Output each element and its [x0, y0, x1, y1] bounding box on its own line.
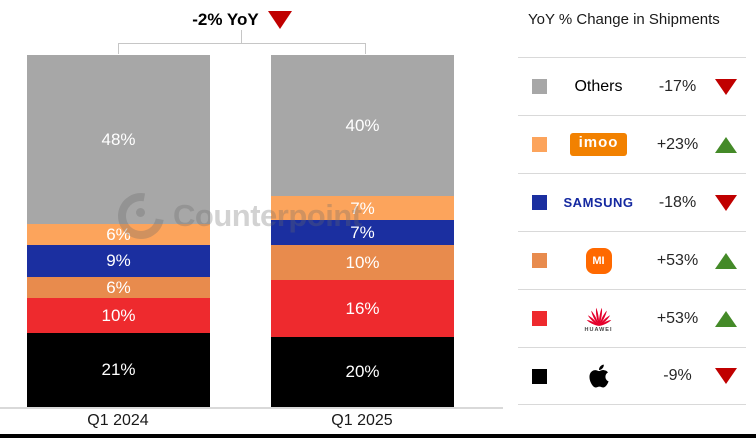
samsung-swatch [532, 195, 547, 210]
bar-segment-xiaomi: 6% [27, 276, 210, 298]
chart-title: -2% YoY [118, 10, 366, 30]
x-axis-label-q1-2024: Q1 2024 [87, 412, 149, 429]
samsung-logo: SAMSUNG [563, 195, 634, 210]
xiaomi-change-value: +53% [656, 251, 699, 269]
imoo-change-value: +23% [656, 135, 699, 153]
bracket-line [118, 43, 366, 44]
bracket-line [241, 30, 242, 43]
counterpoint-logo-dot [136, 208, 145, 217]
segment-value-label: 21% [101, 360, 136, 380]
segment-value-label: 9% [106, 251, 131, 271]
others-swatch [532, 79, 547, 94]
bar-segment-huawei: 16% [271, 280, 454, 337]
legend-row-xiaomi: MI +53% [518, 231, 746, 289]
others-change-value: -17% [658, 77, 697, 95]
segment-value-label: 10% [101, 305, 136, 325]
bracket-line [118, 43, 119, 54]
up-triangle-icon [714, 252, 737, 269]
legend-row-imoo: imoo +23% [518, 115, 746, 173]
bar-segment-imoo: 6% [27, 223, 210, 246]
segment-value-label: 10% [345, 253, 380, 273]
bar-segment-samsung: 9% [27, 245, 210, 277]
bar-segment-imoo: 7% [271, 195, 454, 221]
segment-value-label: 16% [345, 298, 380, 318]
figure-bottom-border [0, 434, 756, 438]
xiaomi-swatch [532, 253, 547, 268]
apple-swatch [532, 368, 547, 384]
legend-panel: YoY % Change in Shipments Others -17% im… [518, 0, 746, 405]
legend-row-huawei: HUAWEI +53% [518, 289, 746, 347]
down-triangle-icon [714, 194, 737, 211]
bar-segment-others: 48% [27, 55, 210, 224]
x-axis-label-q1-2025: Q1 2025 [331, 412, 393, 429]
huawei-caption: HUAWEI [584, 327, 613, 333]
segment-value-label: 6% [106, 277, 131, 297]
bar-segment-apple: 20% [271, 336, 454, 407]
stacked-bar-q1-2024: 48% 6% 9% 6% 10% 21% [27, 55, 210, 407]
up-triangle-icon [714, 136, 737, 153]
down-triangle-icon [714, 368, 737, 384]
bar-segment-xiaomi: 10% [271, 245, 454, 281]
imoo-logo: imoo [569, 133, 628, 156]
down-triangle-icon [714, 78, 737, 95]
segment-value-label: 6% [106, 225, 131, 244]
apple-logo [588, 364, 609, 388]
others-label: Others [574, 77, 623, 95]
xiaomi-logo: MI [585, 247, 612, 274]
legend-rows: Others -17% imoo +23% SAMSUNG -18% MI +5… [518, 57, 746, 405]
legend-row-others: Others -17% [518, 57, 746, 115]
bar-segment-samsung: 7% [271, 220, 454, 246]
huawei-logo: HUAWEI [584, 304, 614, 333]
segment-value-label: 20% [345, 362, 380, 382]
legend-row-samsung: SAMSUNG -18% [518, 173, 746, 231]
imoo-swatch [532, 137, 547, 152]
segment-value-label: 7% [350, 223, 375, 243]
segment-value-label: 40% [345, 115, 380, 135]
segment-value-label: 48% [101, 129, 136, 149]
apple-change-value: -9% [663, 367, 692, 384]
bracket-line [365, 43, 366, 54]
yoy-total-label: -2% YoY [192, 10, 259, 29]
legend-row-apple: -9% [518, 347, 746, 405]
legend-header: YoY % Change in Shipments [528, 11, 720, 28]
huawei-change-value: +53% [656, 309, 699, 327]
stacked-bar-q1-2025: 40% 7% 7% 10% 16% 20% [271, 55, 454, 407]
segment-value-label: 7% [350, 198, 375, 218]
bar-segment-others: 40% [271, 55, 454, 196]
samsung-change-value: -18% [658, 193, 697, 211]
down-triangle-icon [267, 11, 292, 29]
bar-segment-huawei: 10% [27, 297, 210, 334]
x-axis-line [0, 407, 503, 409]
up-triangle-icon [714, 310, 737, 327]
bar-segment-apple: 21% [27, 333, 210, 407]
huawei-swatch [532, 311, 547, 326]
